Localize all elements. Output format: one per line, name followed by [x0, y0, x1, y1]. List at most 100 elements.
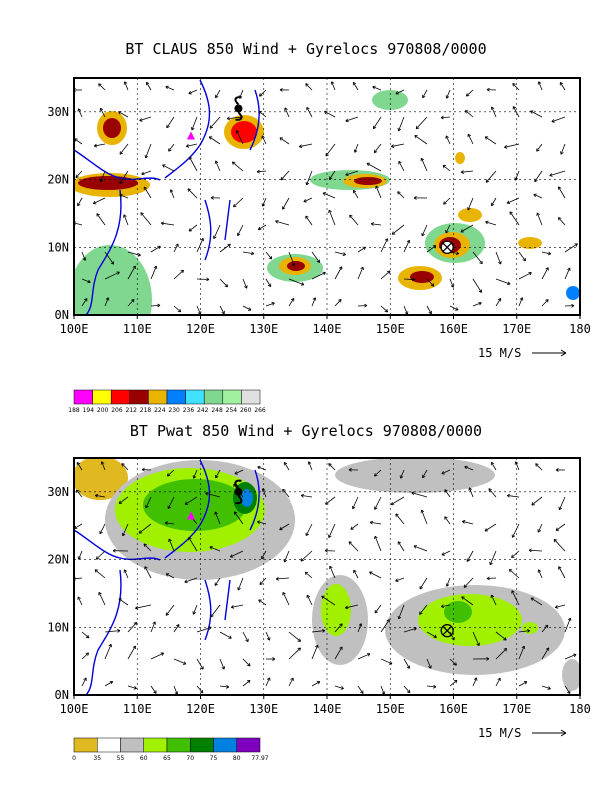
wind-arrow — [78, 550, 83, 560]
triangle-marker — [187, 511, 196, 520]
wind-arrow — [257, 170, 267, 173]
wind-arrowhead — [473, 677, 478, 681]
wind-arrow — [127, 299, 135, 307]
wind-arrow — [371, 223, 382, 226]
wind-arrow — [329, 170, 336, 180]
colorbar-swatch — [120, 737, 144, 753]
wind-arrowhead — [411, 491, 415, 496]
wind-arrow — [421, 224, 428, 237]
wind-arrow — [257, 521, 267, 525]
wind-arrowhead — [415, 125, 420, 130]
wind-arrow — [446, 577, 451, 587]
wind-arrow — [422, 469, 428, 479]
wind-arrowhead — [366, 162, 371, 167]
wind-arrowhead — [235, 130, 240, 134]
wind-arrowhead — [214, 511, 218, 515]
wind-arrowhead — [536, 148, 540, 152]
wind-arrow — [173, 685, 178, 695]
wind-arrow — [465, 110, 474, 118]
wind-arrow — [261, 550, 267, 560]
wind-arrowhead — [230, 605, 235, 609]
field-blob — [143, 479, 247, 531]
wind-arrowhead — [290, 298, 295, 302]
wind-arrow — [98, 83, 106, 91]
wind-arrowhead — [153, 265, 158, 270]
wind-arrow — [558, 566, 566, 579]
wind-arrow — [311, 272, 326, 280]
wind-arrow — [461, 596, 474, 606]
wind-arrowhead — [167, 505, 171, 509]
wind-arrow — [173, 305, 182, 313]
colorbar-tick-label: 218 — [140, 407, 152, 414]
wind-arrow — [262, 488, 267, 498]
wind-arrowhead — [283, 461, 288, 466]
wind-arrow — [331, 81, 336, 91]
wind-arrow — [324, 110, 336, 118]
wind-arrowhead — [108, 643, 112, 648]
wind-arrow — [446, 89, 451, 99]
wind-arrow — [196, 626, 212, 633]
wind-arrow — [558, 217, 566, 226]
x-tick-label: 100E — [60, 322, 89, 336]
wind-arrow — [380, 270, 391, 280]
field-blob — [354, 177, 382, 185]
wind-arrowhead — [422, 94, 426, 99]
wind-arrowhead — [419, 585, 423, 590]
y-tick-label: 20N — [47, 173, 69, 187]
wind-arrow — [280, 170, 290, 181]
wind-arrow — [118, 111, 129, 118]
wind-arrowhead — [143, 186, 148, 190]
wind-arrow — [444, 489, 451, 498]
wind-arrow — [328, 523, 336, 538]
wind-arrow — [258, 599, 267, 606]
wind-arrow — [81, 652, 89, 660]
wind-arrowhead — [76, 462, 81, 466]
x-tick-label: 140E — [313, 322, 342, 336]
wind-arrow — [442, 164, 451, 172]
wind-arrowhead — [261, 488, 266, 492]
wind-arrow — [265, 302, 275, 307]
wind-arrowhead — [99, 530, 103, 535]
wind-arrowhead — [123, 214, 127, 218]
wind-arrowhead — [420, 157, 425, 162]
wind-arrowhead — [329, 176, 333, 180]
wind-arrowhead — [306, 106, 310, 111]
wind-arrow — [531, 496, 543, 506]
wind-arrowhead — [245, 638, 249, 643]
y-tick-label: 30N — [47, 105, 69, 119]
wind-arrowhead — [221, 310, 225, 315]
wind-arrow — [209, 116, 221, 129]
wind-arrowhead — [316, 681, 321, 685]
wind-arrow — [193, 469, 198, 479]
wind-arrowhead — [328, 209, 332, 214]
wind-arrowhead — [105, 297, 110, 301]
wind-arrow — [467, 133, 474, 145]
wind-arrowhead — [165, 612, 170, 616]
wind-arrowhead — [184, 501, 189, 505]
x-tick-label: 150E — [376, 702, 405, 716]
colorbar-tick-label: 224 — [154, 407, 166, 414]
wind-arrowhead — [208, 626, 212, 630]
wind-arrow — [77, 197, 83, 207]
wind-arrowhead — [297, 638, 301, 642]
wind-arrow — [189, 156, 198, 172]
y-tick-label: 20N — [47, 553, 69, 567]
wind-arrow — [461, 170, 474, 173]
wind-arrowhead — [374, 473, 378, 477]
colorbar-tick-label: 230 — [168, 407, 180, 414]
wind-arrowhead — [338, 299, 342, 303]
wind-arrowhead — [391, 231, 396, 235]
wind-arrowhead — [272, 657, 276, 661]
wind-arrow — [104, 271, 120, 280]
wind-arrowhead — [221, 666, 226, 670]
wind-arrow — [366, 162, 382, 172]
wind-arrow — [400, 469, 405, 479]
wind-arrow — [564, 654, 577, 660]
wind-arrowhead — [316, 259, 321, 263]
wind-arrowhead — [374, 506, 378, 510]
wind-arrow — [300, 550, 313, 562]
wind-arrow — [375, 185, 382, 199]
wind-arrowhead — [210, 195, 214, 200]
wind-arrowhead — [275, 576, 279, 581]
wind-arrow — [213, 224, 221, 239]
